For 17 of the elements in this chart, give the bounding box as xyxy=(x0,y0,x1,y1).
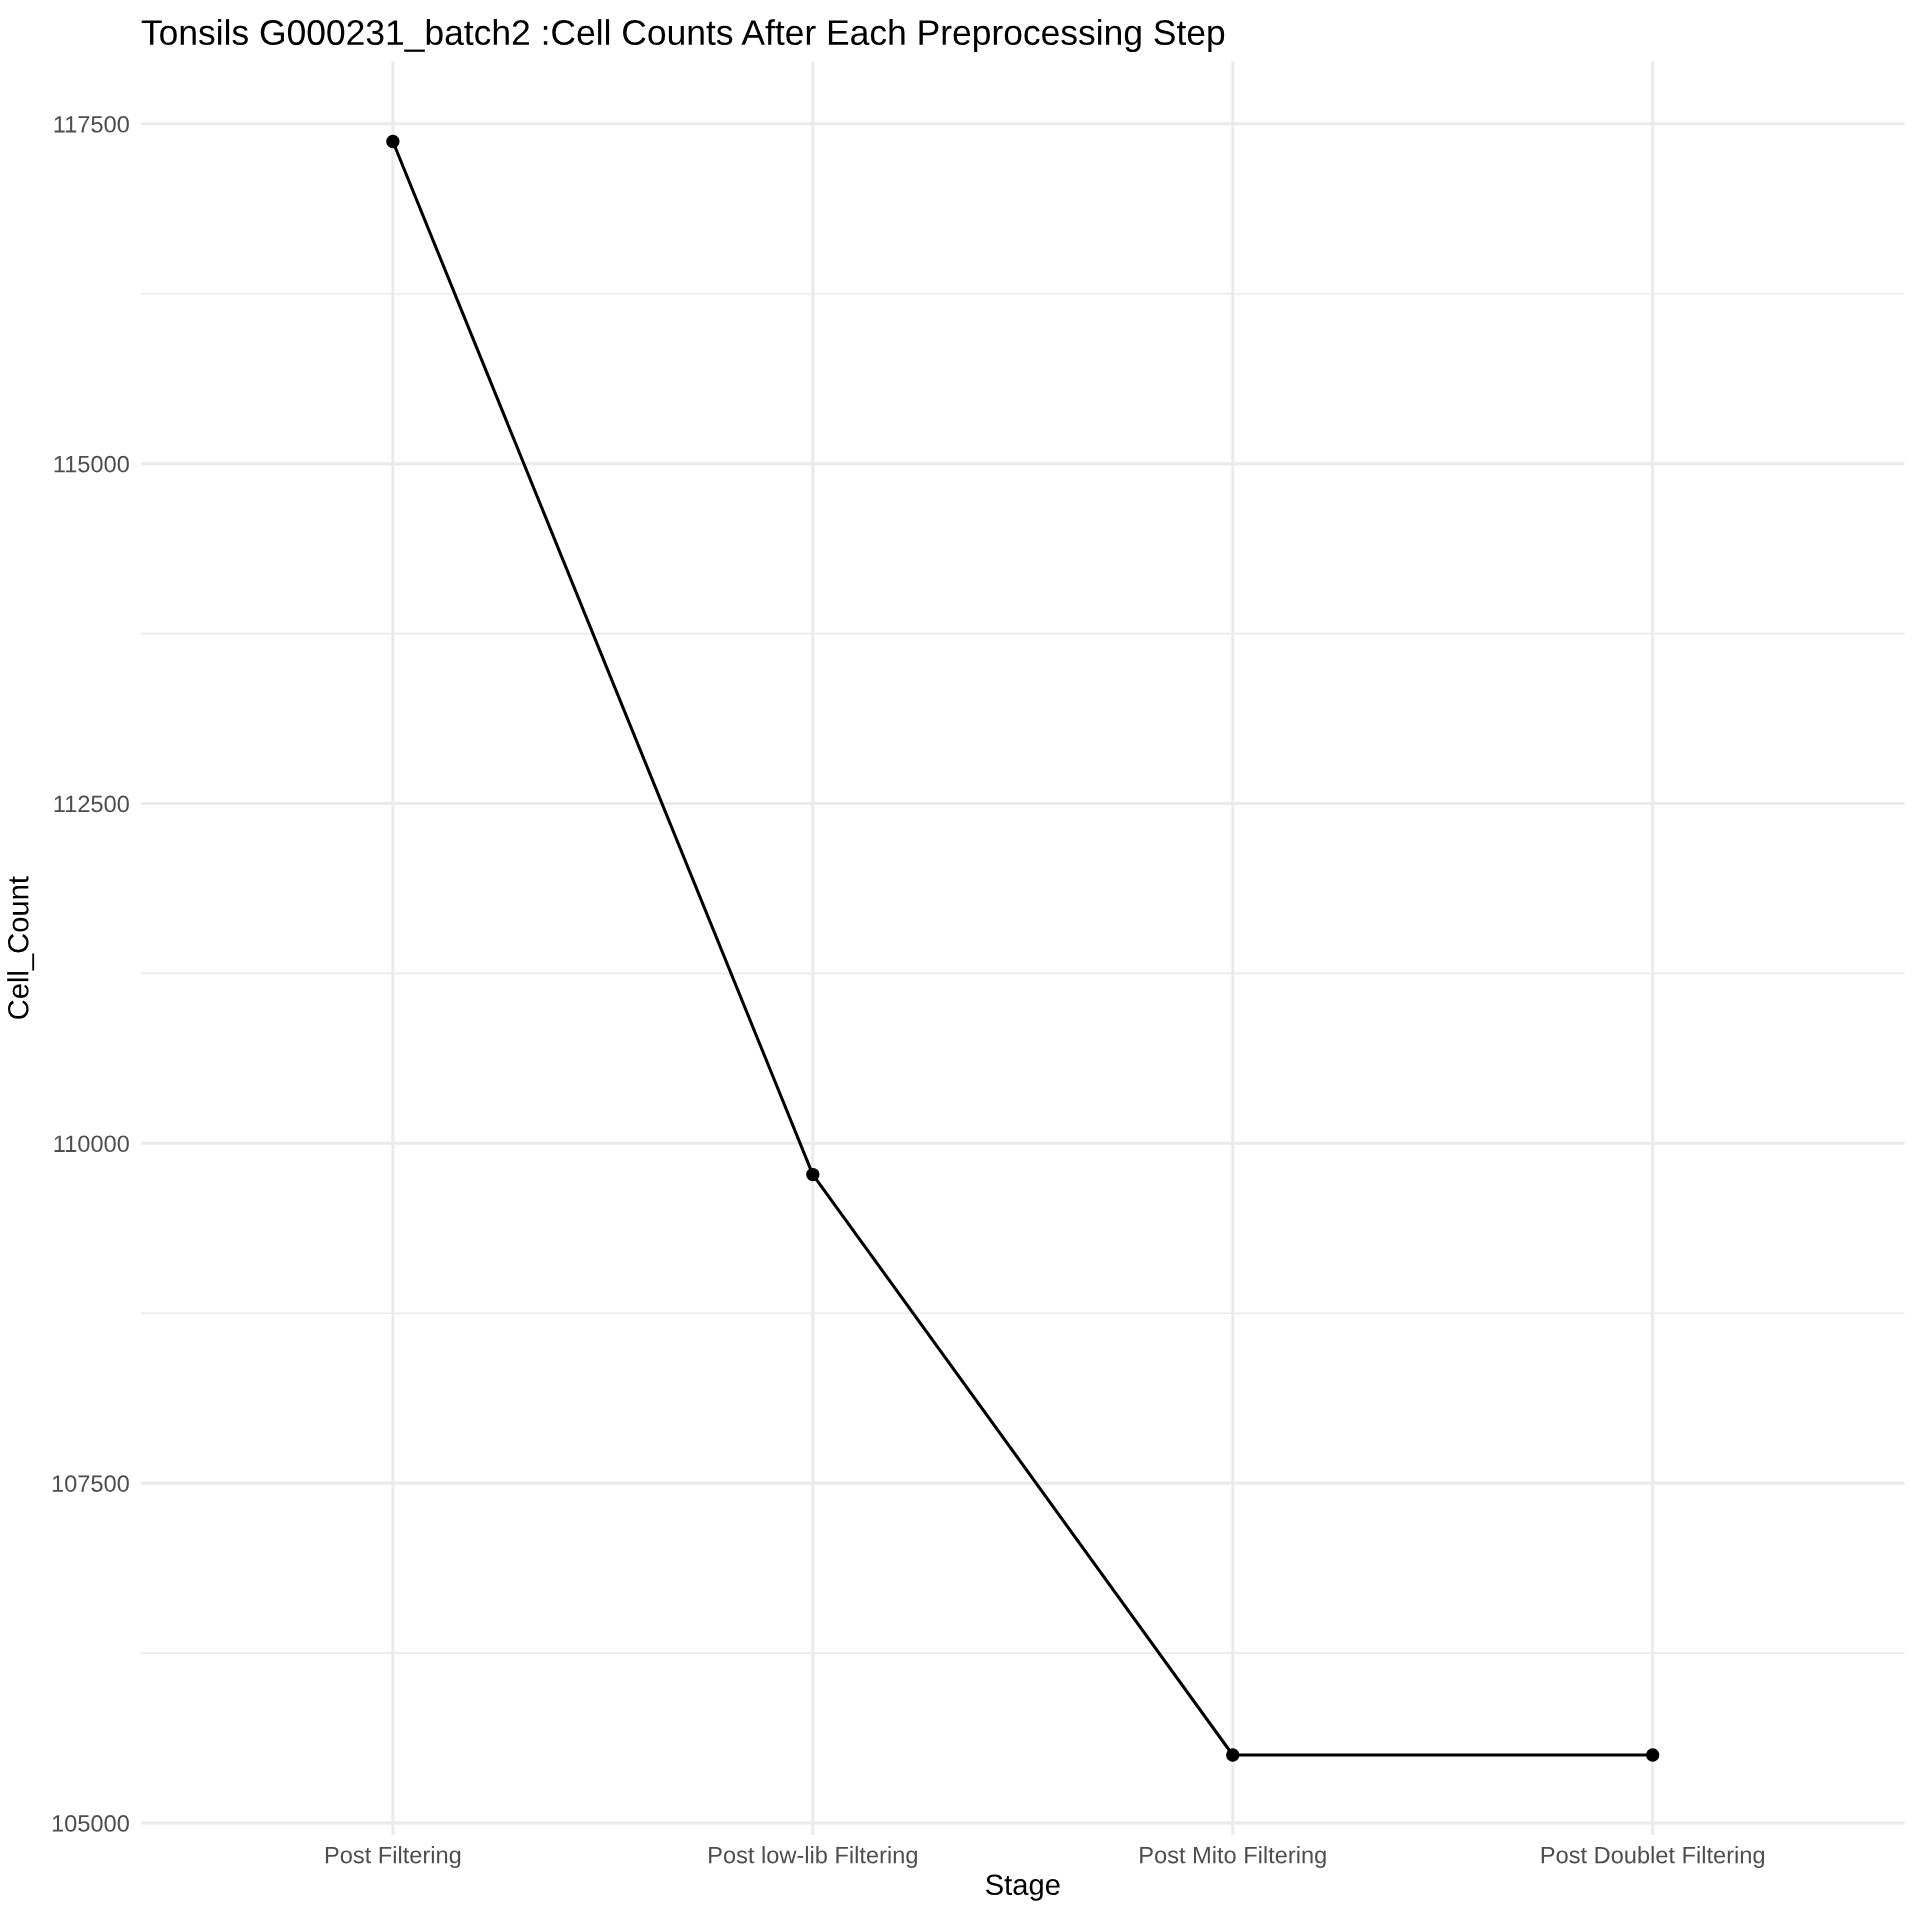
y-tick-label: 105000 xyxy=(52,1815,129,1832)
chart-title: Tonsils G000231_batch2 :Cell Counts After Each Preprocessing Step xyxy=(141,19,1225,53)
y-tick-label: 117500 xyxy=(54,115,129,133)
point xyxy=(386,134,400,149)
y-tick-label: 107500 xyxy=(52,1475,129,1492)
x-axis-title: Stage xyxy=(986,1874,1060,1901)
x-tick-label: Post low-lib Filtering xyxy=(709,1846,917,1869)
x-tick-label: Post Mito Filtering xyxy=(1140,1846,1326,1869)
point xyxy=(1646,1748,1660,1762)
y-axis-title: Cell_Count xyxy=(7,876,35,1019)
x-tick-label: Post Filtering xyxy=(325,1846,461,1869)
x-tick-label: Post Doublet Filtering xyxy=(1541,1846,1765,1869)
y-tick-label: 110000 xyxy=(54,1135,129,1153)
point xyxy=(1226,1748,1240,1762)
y-tick-label: 115000 xyxy=(54,455,129,473)
y-tick-label: 112500 xyxy=(54,795,129,813)
point xyxy=(806,1167,820,1182)
